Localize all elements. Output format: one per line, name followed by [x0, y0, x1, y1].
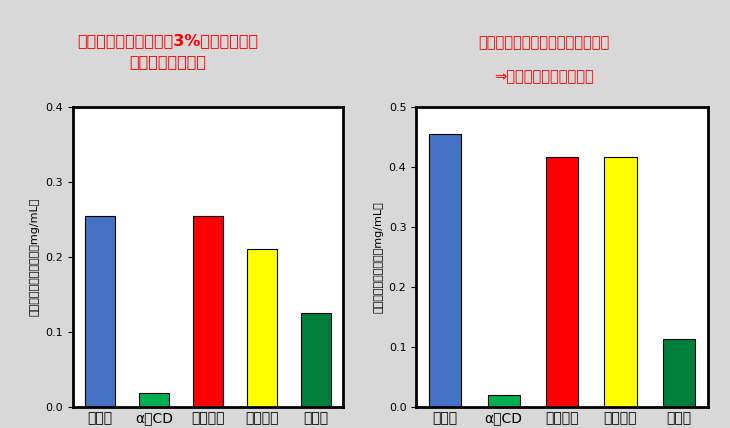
Text: （溶解度が低いと吸収されにくい: （溶解度が低いと吸収されにくい — [478, 35, 610, 51]
Bar — [247, 249, 277, 407]
Bar — [604, 157, 637, 407]
Text: ⇒　体内の脂質の減少）: ⇒ 体内の脂質の減少） — [494, 69, 593, 85]
Bar — [663, 339, 695, 407]
Y-axis label: パルミチン酸溶解度（mg/mL）: パルミチン酸溶解度（mg/mL） — [373, 201, 383, 313]
Text: 各種水溶性食物繊維を3%添加した際の
脂質の溶解度の差: 各種水溶性食物繊維を3%添加した際の 脂質の溶解度の差 — [77, 33, 258, 69]
Bar — [193, 216, 223, 407]
Bar — [429, 134, 461, 407]
Bar — [546, 157, 578, 407]
Bar — [139, 393, 169, 407]
Bar — [85, 216, 115, 407]
Bar — [301, 313, 331, 407]
Y-axis label: コレステロール溶解度（mg/mL）: コレステロール溶解度（mg/mL） — [30, 198, 40, 316]
Bar — [488, 395, 520, 407]
